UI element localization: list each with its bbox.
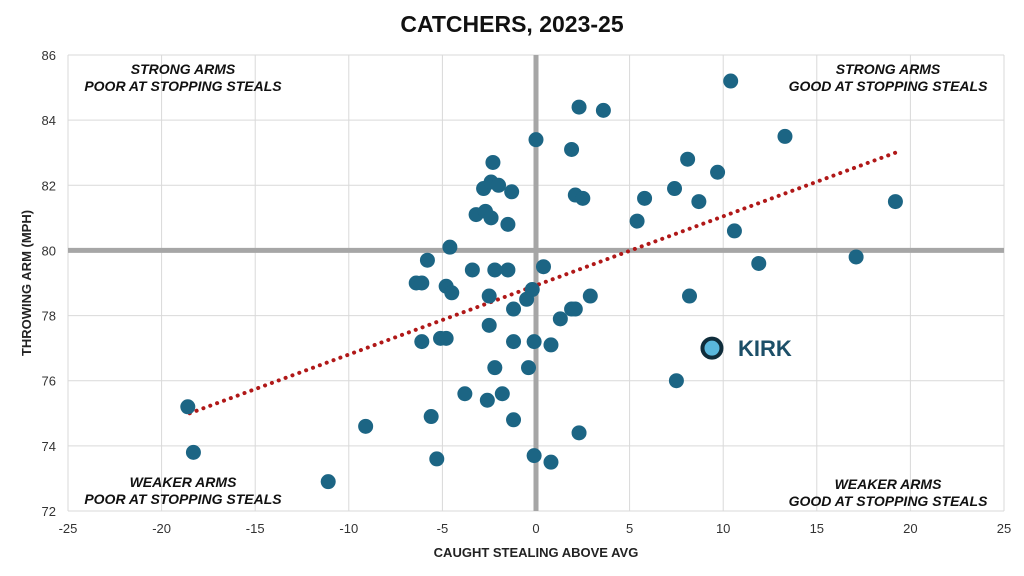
trendline-dotted [187, 150, 898, 416]
data-point [887, 194, 903, 210]
data-point [543, 454, 559, 470]
data-point [564, 141, 580, 157]
x-tick-label: 15 [810, 521, 824, 536]
y-tick-label: 82 [42, 178, 56, 193]
data-point [481, 288, 497, 304]
x-tick-label: 5 [626, 521, 633, 536]
data-point [723, 73, 739, 89]
data-point [438, 330, 454, 346]
data-point [487, 262, 503, 278]
data-point [575, 190, 591, 206]
x-tick-label: -25 [59, 521, 78, 536]
data-point [526, 448, 542, 464]
data-point [442, 239, 458, 255]
x-tick-label: 25 [997, 521, 1011, 536]
data-point [494, 386, 510, 402]
data-point [571, 99, 587, 115]
data-point [423, 409, 439, 425]
data-point [691, 194, 707, 210]
data-point [457, 386, 473, 402]
data-point [487, 360, 503, 376]
data-point [500, 262, 516, 278]
data-point [506, 412, 522, 428]
data-point [667, 181, 683, 197]
reference-lines [68, 55, 1004, 511]
data-point [595, 102, 611, 118]
x-tick-label: 10 [716, 521, 730, 536]
y-axis-label: THROWING ARM (MPH) [19, 210, 34, 356]
data-point [521, 360, 537, 376]
data-point [571, 425, 587, 441]
y-tick-label: 84 [42, 113, 56, 128]
quadrant-label-bottom-left-line2: POOR AT STOPPING STEALS [84, 491, 282, 507]
y-tick-label: 80 [42, 243, 56, 258]
data-point [682, 288, 698, 304]
data-point [419, 252, 435, 268]
chart-title: CATCHERS, 2023-25 [400, 11, 623, 37]
quadrant-label-bottom-right-line2: GOOD AT STOPPING STEALS [789, 493, 989, 509]
data-point [567, 301, 583, 317]
data-point [751, 255, 767, 271]
data-point [414, 334, 430, 350]
x-tick-label: -5 [437, 521, 449, 536]
data-point [485, 154, 501, 170]
data-point [710, 164, 726, 180]
data-point [506, 334, 522, 350]
data-point [506, 301, 522, 317]
data-point [528, 132, 544, 148]
data-point [680, 151, 696, 167]
quadrant-label-top-left-line1: STRONG ARMS [131, 61, 236, 77]
y-tick-label: 72 [42, 504, 56, 519]
y-tick-label: 86 [42, 48, 56, 63]
highlight-group: KIRK [700, 336, 792, 361]
quadrant-label-top-right-line1: STRONG ARMS [836, 61, 941, 77]
data-point [500, 216, 516, 232]
data-point [668, 373, 684, 389]
trendline [187, 150, 898, 416]
tick-labels: -25 -20 -15 -10 -5 0 5 10 15 20 25 72 74 76 78 80 82 84 86 [42, 48, 1012, 536]
data-point [481, 317, 497, 333]
data-point [582, 288, 598, 304]
data-point [444, 285, 460, 301]
quadrant-label-top-right-line2: GOOD AT STOPPING STEALS [789, 78, 989, 94]
y-tick-label: 78 [42, 309, 56, 324]
data-point [524, 282, 540, 298]
data-point [552, 311, 568, 327]
highlight-label: KIRK [738, 336, 792, 361]
quadrant-label-bottom-right-line1: WEAKER ARMS [835, 476, 942, 492]
data-point [543, 337, 559, 353]
quadrant-label-bottom-left-line1: WEAKER ARMS [130, 474, 237, 490]
data-points [180, 73, 903, 490]
data-point [358, 418, 374, 434]
data-point [629, 213, 645, 229]
data-point [777, 128, 793, 144]
data-point [535, 259, 551, 275]
y-tick-label: 76 [42, 374, 56, 389]
data-point [526, 334, 542, 350]
y-tick-label: 74 [42, 439, 56, 454]
data-point [491, 177, 507, 193]
data-point [414, 275, 430, 291]
x-tick-label: -15 [246, 521, 265, 536]
data-point [429, 451, 445, 467]
x-axis-label: CAUGHT STEALING ABOVE AVG [434, 545, 639, 560]
data-point [185, 444, 201, 460]
data-point [180, 399, 196, 415]
data-point [726, 223, 742, 239]
data-point [464, 262, 480, 278]
data-point [320, 474, 336, 490]
data-point [637, 190, 653, 206]
x-tick-label: 0 [532, 521, 539, 536]
data-point [504, 184, 520, 200]
x-tick-label: -20 [152, 521, 171, 536]
x-tick-label: 20 [903, 521, 917, 536]
x-tick-label: -10 [339, 521, 358, 536]
quadrant-label-top-left-line2: POOR AT STOPPING STEALS [84, 78, 282, 94]
data-point [479, 392, 495, 408]
data-point [848, 249, 864, 265]
data-point [483, 210, 499, 226]
highlight-point [700, 336, 724, 360]
